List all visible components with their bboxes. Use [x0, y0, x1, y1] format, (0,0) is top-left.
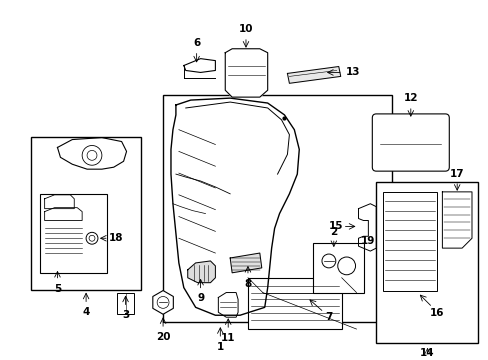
- Text: 4: 4: [82, 307, 90, 317]
- Text: 2: 2: [329, 227, 337, 237]
- Bar: [247, 278, 341, 329]
- Polygon shape: [187, 261, 215, 283]
- Bar: [383, 192, 437, 291]
- Bar: [312, 243, 364, 293]
- Polygon shape: [225, 49, 267, 97]
- Text: 1: 1: [216, 342, 224, 352]
- Text: 14: 14: [419, 348, 434, 358]
- Text: 8: 8: [244, 279, 251, 289]
- Text: 20: 20: [156, 332, 170, 342]
- Text: 10: 10: [238, 24, 253, 34]
- Polygon shape: [287, 67, 340, 83]
- Text: 5: 5: [54, 284, 61, 294]
- Text: 15: 15: [328, 221, 343, 231]
- Text: 18: 18: [108, 233, 122, 243]
- Text: 3: 3: [122, 310, 129, 320]
- Text: 17: 17: [449, 169, 464, 179]
- Text: 13: 13: [345, 67, 359, 77]
- Polygon shape: [153, 291, 173, 314]
- Bar: [40, 194, 106, 273]
- Bar: [375, 182, 477, 343]
- Text: 7: 7: [325, 312, 332, 322]
- Bar: [31, 136, 141, 289]
- Bar: [163, 95, 391, 322]
- Text: 12: 12: [403, 93, 417, 103]
- Text: 9: 9: [197, 293, 203, 303]
- Text: 19: 19: [361, 236, 375, 246]
- Bar: [117, 293, 134, 314]
- FancyBboxPatch shape: [371, 114, 448, 171]
- Text: 6: 6: [193, 38, 200, 48]
- Text: 16: 16: [429, 308, 444, 318]
- Polygon shape: [230, 253, 261, 273]
- Text: 11: 11: [221, 333, 235, 343]
